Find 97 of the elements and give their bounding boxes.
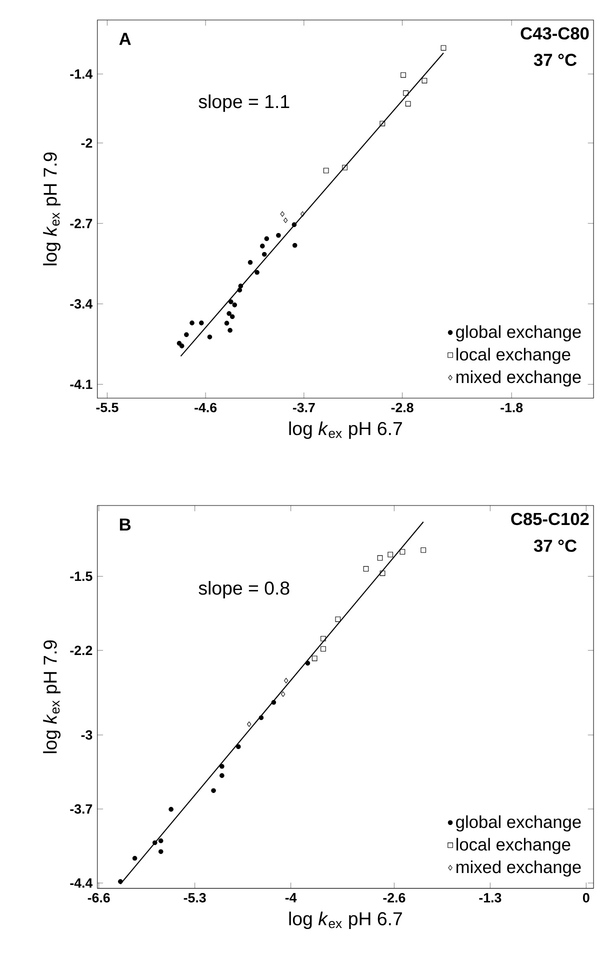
x-tick-label: -6.6	[88, 893, 110, 902]
point	[283, 218, 288, 223]
point	[305, 660, 310, 666]
y-tick-label: -4.4	[70, 878, 92, 888]
point	[211, 788, 216, 793]
point	[377, 555, 383, 561]
point	[400, 549, 406, 554]
y-tick-label: -2	[81, 138, 92, 148]
point	[440, 45, 446, 51]
annotation: 37 °C	[534, 54, 576, 66]
point	[323, 168, 329, 174]
point	[224, 320, 230, 326]
y-tick-label: -3	[81, 730, 92, 740]
point	[219, 764, 224, 769]
point	[158, 849, 164, 854]
point	[228, 299, 234, 304]
point	[335, 616, 340, 622]
point	[237, 288, 242, 292]
x-axis-title: log k$_{ex}$ pH 6.7	[289, 912, 402, 930]
point	[280, 211, 284, 217]
point	[184, 332, 189, 338]
point	[400, 72, 406, 78]
point	[405, 101, 411, 106]
point	[258, 715, 264, 720]
point	[380, 120, 385, 126]
point	[118, 879, 123, 884]
y-tick-label: -3.4	[70, 299, 92, 309]
annotation: C85-C102	[511, 512, 589, 526]
annotation: slope = 1.1	[198, 94, 290, 112]
point	[312, 656, 318, 662]
annotation: slope = 0.8	[198, 581, 290, 598]
y-axis-title: log k$_{ex}$ pH 7.9	[42, 152, 60, 266]
x-tick-label: -1.8	[500, 402, 523, 412]
point	[284, 678, 288, 684]
legend-label: global exchange	[456, 325, 581, 342]
point	[260, 244, 265, 248]
point	[230, 314, 235, 320]
y-tick-label: -1.4	[70, 69, 92, 79]
point	[276, 232, 281, 238]
x-tick-label: -4.6	[194, 402, 216, 412]
point	[292, 222, 296, 228]
point	[152, 840, 158, 846]
point	[420, 547, 426, 553]
point	[254, 270, 260, 275]
point	[190, 320, 194, 326]
x-tick-label: -5.5	[96, 402, 118, 412]
x-tick-label: -5.3	[184, 893, 206, 902]
annotation: C43-C80	[520, 27, 589, 40]
y-tick-label: -3.7	[70, 804, 92, 814]
point	[363, 566, 369, 572]
point	[228, 328, 232, 333]
x-tick-label: -3.7	[292, 402, 315, 412]
point	[403, 90, 408, 96]
point	[226, 311, 232, 316]
point	[342, 164, 348, 170]
x-tick-label: -4	[285, 893, 297, 902]
point	[238, 284, 243, 288]
annotation: 37 °C	[534, 540, 576, 552]
point	[198, 320, 204, 326]
x-axis-title: log k$_{ex}$ pH 6.7	[289, 421, 402, 439]
point	[380, 570, 386, 576]
x-tick-label: 0	[582, 893, 590, 902]
point	[292, 242, 298, 248]
point	[232, 302, 237, 308]
annotation: A	[119, 32, 131, 45]
point	[246, 722, 252, 727]
legend-label: global exchange	[456, 815, 581, 832]
x-tick-label: -2.8	[391, 402, 414, 412]
legend-label: mixed exchange	[456, 370, 581, 387]
y-axis-title: log k$_{ex}$ pH 7.9	[42, 640, 60, 754]
point	[179, 344, 184, 348]
point	[320, 646, 326, 652]
legend-label: local exchange	[456, 838, 570, 854]
y-tick-label: -4.1	[70, 380, 92, 389]
x-tick-label: -2.6	[383, 893, 406, 902]
point	[262, 252, 267, 257]
point	[236, 744, 241, 750]
point	[300, 211, 305, 217]
y-tick-label: -2.2	[70, 646, 92, 656]
point	[271, 700, 276, 705]
point	[132, 856, 138, 861]
y-tick-label: -1.5	[70, 572, 92, 581]
legend-label: local exchange	[456, 348, 570, 364]
y-tick-label: -2.7	[70, 218, 92, 228]
point	[219, 773, 224, 778]
point	[264, 236, 269, 242]
x-tick-label: -1.3	[479, 893, 502, 902]
point	[158, 838, 164, 844]
point	[207, 334, 212, 340]
point	[280, 691, 286, 697]
point	[168, 806, 174, 812]
annotation: B	[120, 518, 130, 531]
point	[422, 78, 428, 84]
point	[320, 636, 326, 642]
legend-label: mixed exchange	[456, 860, 581, 877]
point	[388, 552, 393, 558]
point	[248, 260, 253, 265]
